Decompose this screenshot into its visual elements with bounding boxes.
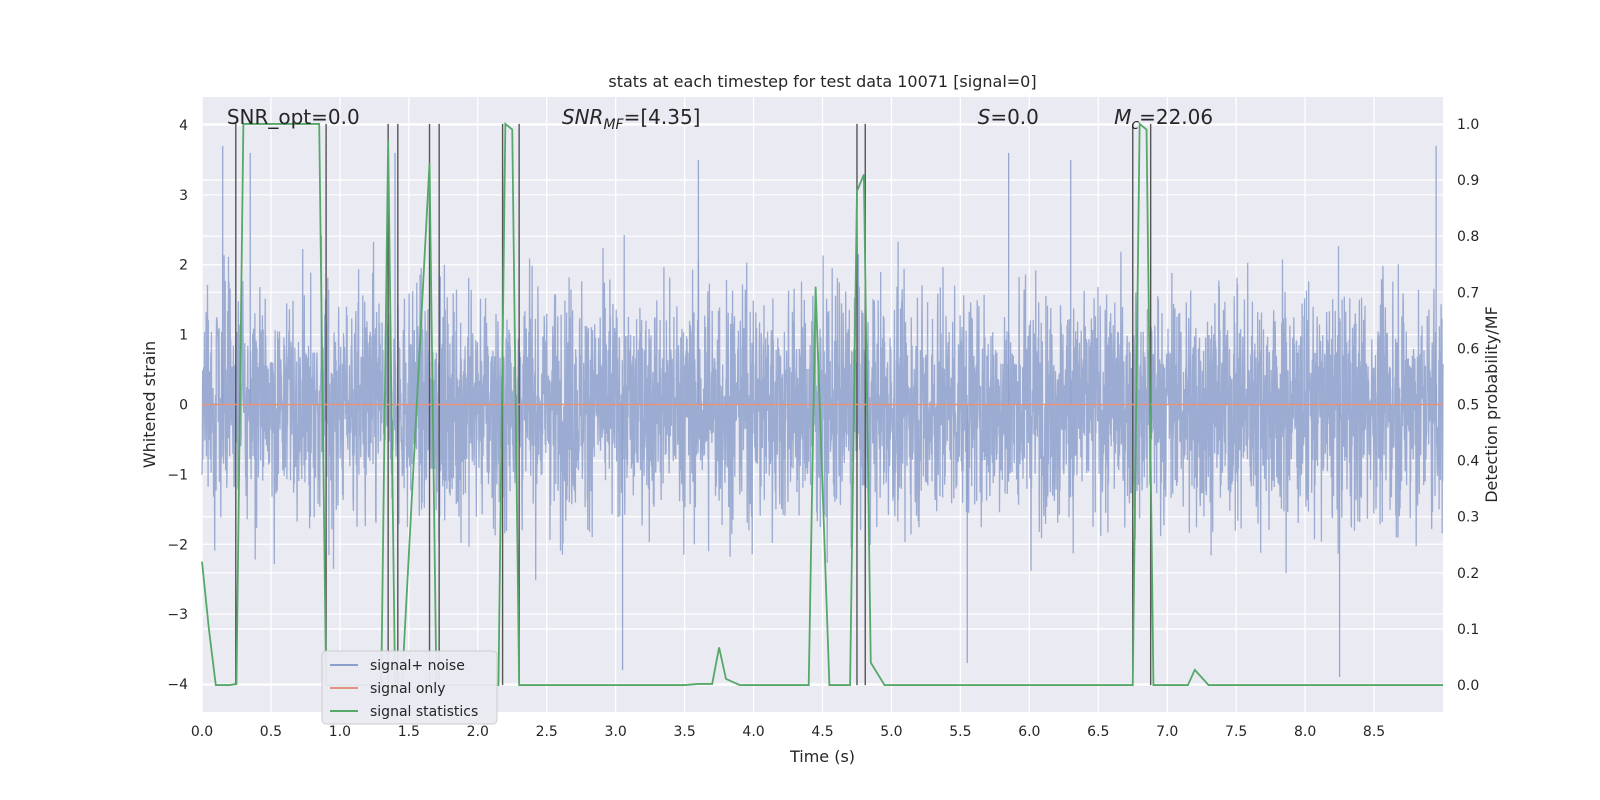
y-tick-label: 2	[179, 258, 188, 274]
x-tick-label: 4.0	[742, 724, 764, 740]
y2-tick-label: 0.9	[1457, 173, 1479, 189]
chart-title: stats at each timestep for test data 100…	[608, 72, 1036, 91]
y2-tick-label: 0.5	[1457, 398, 1479, 414]
x-tick-label: 2.5	[536, 724, 558, 740]
legend-label: signal statistics	[370, 704, 478, 720]
y2-tick-label: 0.1	[1457, 622, 1479, 638]
x-tick-label: 6.5	[1087, 724, 1109, 740]
x-axis-label: Time (s)	[789, 747, 855, 766]
y2-tick-label: 0.2	[1457, 566, 1479, 582]
annotation-text: S=0.0	[978, 105, 1039, 129]
y2-tick-label: 0.3	[1457, 510, 1479, 526]
x-tick-label: 2.0	[467, 724, 489, 740]
x-tick-label: 7.5	[1225, 724, 1247, 740]
legend-label: signal+ noise	[370, 658, 465, 674]
y-tick-label: 0	[179, 398, 188, 414]
x-tick-label: 3.5	[673, 724, 695, 740]
annotation-text: Mc=22.06	[1114, 105, 1213, 133]
annotation-text: SNRMF=[4.35]	[562, 105, 701, 133]
x-tick-label: 6.0	[1018, 724, 1040, 740]
legend-box	[321, 650, 498, 725]
y2-tick-label: 0.7	[1457, 285, 1479, 301]
legend-label: signal only	[370, 681, 445, 697]
series-signal-noise	[201, 145, 1444, 678]
x-tick-label: 1.0	[329, 724, 351, 740]
y2-tick-label: 0.4	[1457, 454, 1479, 470]
y-tick-label: 3	[179, 188, 188, 204]
x-tick-label: 7.0	[1156, 724, 1178, 740]
y-tick-label: −2	[167, 537, 188, 553]
y2-tick-label: 1.0	[1457, 117, 1479, 133]
y-tick-label: 4	[179, 118, 188, 134]
x-tick-label: 0.0	[191, 724, 213, 740]
y2-tick-label: 0.0	[1457, 678, 1479, 694]
y-tick-label: −1	[167, 467, 188, 483]
legend: signal+ noise signal only signal statistic…	[321, 650, 498, 725]
x-tick-label: 8.5	[1363, 724, 1385, 740]
annotation-text: SNR_opt=0.0	[227, 105, 360, 129]
x-tick-label: 4.5	[811, 724, 833, 740]
x-tick-label: 5.0	[880, 724, 902, 740]
noise-trace	[201, 234, 1444, 581]
y2-tick-label: 0.8	[1457, 229, 1479, 245]
y-axis-label: Whitened strain	[140, 341, 159, 468]
y-tick-label: −3	[167, 607, 188, 623]
axis-ticks: 0.0 0.5 1.0 1.5 2.0 2.5 3.0 3.5 4.0 4.5 5.0 5.5 6.0 6…	[167, 117, 1479, 740]
x-tick-label: 3.0	[605, 724, 627, 740]
y2-tick-label: 0.6	[1457, 341, 1479, 357]
x-tick-label: 8.0	[1294, 724, 1316, 740]
x-tick-label: 5.5	[949, 724, 971, 740]
annotations: SNR_opt=0.0 SNRMF=[4.35] S=0.0 Mc=22.06	[227, 105, 1213, 133]
y2-axis-label: Detection probability/MF	[1482, 306, 1501, 503]
y-tick-label: 1	[179, 328, 188, 344]
x-tick-label: 1.5	[398, 724, 420, 740]
x-tick-label: 0.5	[260, 724, 282, 740]
y-tick-label: −4	[167, 677, 188, 693]
